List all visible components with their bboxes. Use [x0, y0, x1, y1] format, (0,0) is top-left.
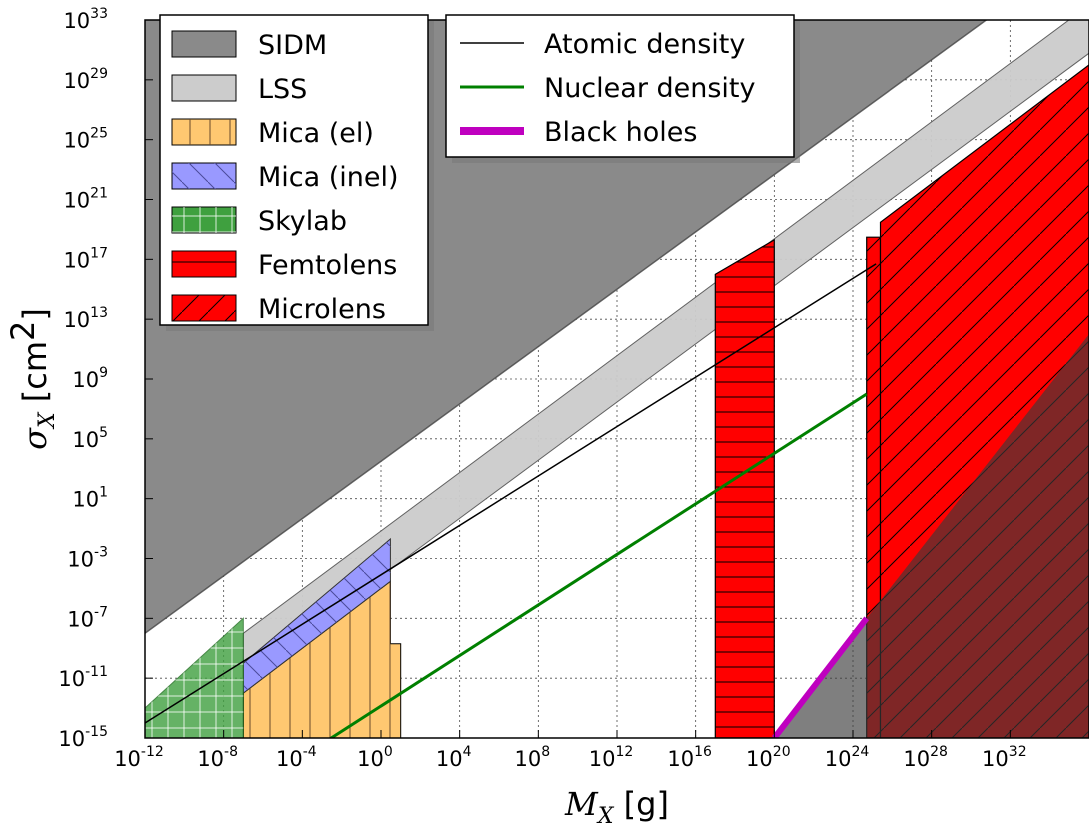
legend-label-black-holes: Black holes	[544, 117, 697, 148]
legend-swatch-hatch-skylab	[172, 207, 236, 233]
x-axis-unit: [g]	[624, 785, 669, 823]
x-axis-label: MX [g]	[564, 785, 669, 829]
lines-layer	[145, 20, 988, 738]
legend-swatch-hatch-mica-el	[172, 119, 236, 145]
legend-lines: Atomic density Nuclear density Black holes	[445, 14, 800, 163]
legend-label-sidm: SIDM	[258, 30, 327, 61]
y-tick-label: 10-7	[67, 604, 108, 631]
region-mica-el-hatch	[243, 581, 401, 738]
y-tick-label: 1013	[63, 305, 108, 332]
y-axis-unit-sup: 2	[4, 321, 42, 341]
line-atomic-density	[145, 263, 877, 724]
legend-label-mica-el: Mica (el)	[258, 118, 374, 149]
y-tick-label: 10-15	[58, 724, 108, 751]
y-axis-label: σX [cm2]	[4, 308, 60, 450]
x-tick-label: 10-8	[197, 744, 238, 771]
y-tick-label: 101	[72, 485, 108, 512]
x-tick-label: 1028	[903, 744, 948, 771]
y-tick-label: 10-3	[67, 545, 108, 572]
legend-label-mica-inel: Mica (inel)	[258, 162, 399, 193]
x-tick-label: 1012	[589, 744, 634, 771]
legend-regions: SIDM LSS Mica (el) Mica (inel) Skylab Femtole…	[159, 14, 434, 331]
sidm-boundary	[145, 20, 988, 634]
y-tick-label: 109	[72, 365, 108, 392]
y-tick-label: 1021	[63, 186, 108, 213]
legend-swatch-hatch-mica-inel	[172, 163, 236, 189]
y-axis-symbol: σ	[16, 427, 54, 450]
y-tick-labels: 10-15 10-11 10-7 10-3 101 105 109 1013 1017 1021 1…	[58, 6, 108, 751]
y-tick-label: 1033	[63, 6, 108, 33]
x-axis-symbol: M	[564, 785, 599, 823]
legend-label-atomic-density: Atomic density	[544, 29, 745, 60]
y-tick-label: 105	[72, 425, 108, 452]
legend-swatch-hatch-femtolens	[172, 251, 236, 277]
legend-label-nuclear-density: Nuclear density	[544, 73, 756, 104]
legend-label-lss: LSS	[258, 74, 307, 105]
line-black-holes	[771, 616, 870, 738]
legend-swatch-hatch-microlens	[172, 295, 236, 321]
y-axis-unit-end: ]	[16, 308, 54, 320]
x-tick-label: 10-4	[276, 744, 317, 771]
x-tick-label: 104	[436, 744, 472, 771]
x-tick-labels: 10-12 10-8 10-4 100 104 108 1012 1016 1020 1024 10…	[114, 744, 1026, 771]
legend-label-femtolens: Femtolens	[258, 250, 397, 281]
line-nuclear-density	[328, 392, 868, 738]
x-tick-label: 10-12	[114, 744, 164, 771]
y-tick-label: 1025	[63, 126, 108, 153]
legend-label-skylab: Skylab	[258, 206, 347, 237]
x-tick-label: 1020	[746, 744, 791, 771]
y-axis-unit: [cm	[16, 341, 54, 402]
legend-label-microlens: Microlens	[258, 294, 386, 325]
legend-swatch-sidm	[171, 30, 237, 58]
y-tick-label: 1029	[63, 66, 108, 93]
x-axis-subscript: X	[596, 804, 615, 829]
tick-marks	[144, 19, 1011, 739]
x-tick-label: 1016	[667, 744, 712, 771]
legend-swatch-lss	[171, 74, 237, 102]
y-tick-label: 1017	[63, 245, 108, 272]
region-femtolens-hatch	[715, 239, 775, 738]
x-tick-label: 108	[515, 744, 551, 771]
x-tick-label: 1032	[982, 744, 1027, 771]
region-mica-inel-hatch	[243, 539, 391, 694]
y-axis-subscript: X	[35, 411, 60, 430]
x-tick-label: 1024	[825, 744, 870, 771]
x-tick-label: 100	[357, 744, 393, 771]
y-tick-label: 10-11	[58, 664, 108, 691]
